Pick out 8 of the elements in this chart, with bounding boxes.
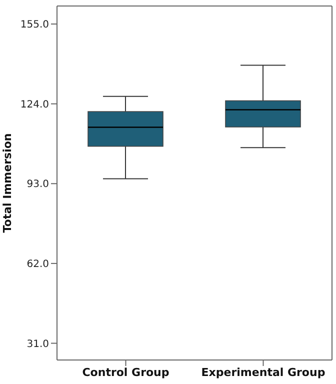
- x-tick-label: Control Group: [82, 366, 170, 379]
- y-tick-label: 62.0: [26, 259, 49, 270]
- x-tick-label: Experimental Group: [201, 366, 326, 379]
- y-axis-title: Total Immersion: [0, 133, 14, 233]
- y-tick-label: 31.0: [26, 338, 49, 350]
- y-tick-label: 93.0: [26, 179, 49, 190]
- y-tick-label: 155.0: [20, 20, 49, 31]
- y-tick-label: 124.0: [20, 99, 49, 110]
